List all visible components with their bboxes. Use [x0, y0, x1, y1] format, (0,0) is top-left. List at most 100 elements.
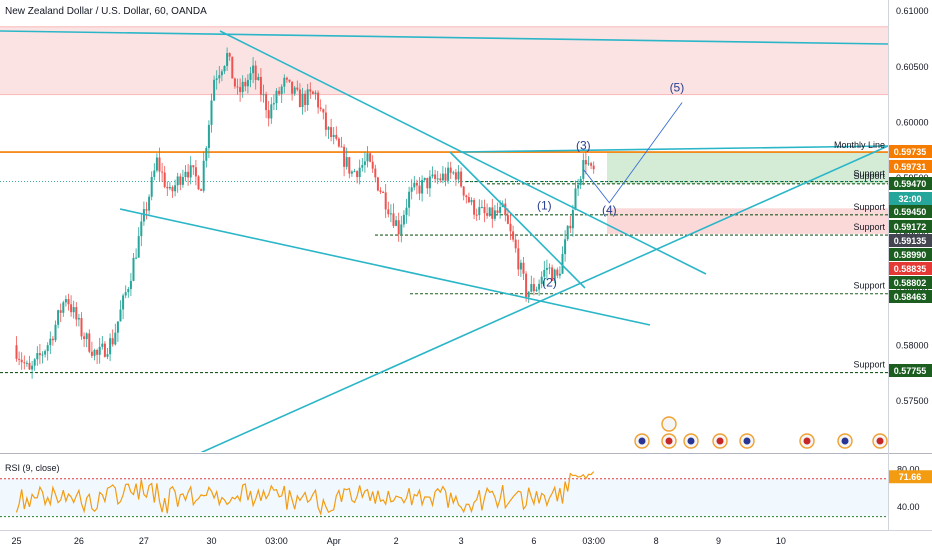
candle-body [384, 192, 387, 210]
candle-body [363, 161, 366, 166]
price-tag-value: 0.59470 [894, 179, 927, 189]
candle-body [228, 53, 231, 57]
candle-body [83, 336, 86, 340]
candle-body [272, 103, 275, 105]
candle-body [389, 213, 392, 215]
candle-body [530, 284, 533, 292]
time-tick-label: 9 [716, 536, 721, 546]
candle-body [493, 210, 496, 219]
candle-body [488, 207, 491, 216]
candle-body [265, 94, 268, 111]
candle-body [254, 65, 257, 81]
candle-body [571, 210, 574, 229]
candle-body [499, 207, 502, 213]
level-label: Support [853, 281, 885, 291]
wave-label: (5) [670, 80, 685, 94]
candle-body [369, 153, 372, 162]
countdown-value: 32:00 [898, 194, 921, 204]
price-tag-value: 0.58463 [894, 292, 927, 302]
candle-body [304, 93, 307, 106]
candle-body [577, 185, 580, 189]
candle-body [127, 288, 130, 293]
candle-body [202, 160, 205, 191]
candle-body [358, 167, 361, 178]
price-zones [0, 26, 888, 234]
wave-label: (2) [542, 275, 557, 289]
candle-body [267, 110, 270, 119]
candle-body [142, 209, 145, 222]
price-tag-value: 0.59735 [894, 147, 927, 157]
candle-body [350, 171, 353, 174]
candle-body [140, 221, 143, 237]
candle-body [262, 94, 265, 96]
candle-body [220, 71, 223, 76]
candle-body [556, 269, 559, 276]
candle-body [205, 147, 208, 161]
candle-body [215, 78, 218, 80]
candle-body [75, 307, 78, 320]
candle-body [514, 239, 517, 249]
price-tag [889, 248, 932, 261]
candle-body [171, 186, 174, 192]
price-tag-value: 0.57755 [894, 366, 927, 376]
level-label: Support [853, 171, 885, 181]
candle-body [109, 338, 112, 355]
candle-body [158, 157, 161, 172]
candle-body [194, 167, 197, 177]
candle-body [241, 81, 244, 93]
candle-body [132, 257, 135, 281]
candle-body [327, 127, 330, 130]
wave-projection [582, 102, 683, 204]
price-tick-label: 0.57500 [896, 396, 929, 406]
candle-body [168, 186, 171, 189]
candle-body [319, 107, 322, 110]
candle-body [439, 178, 442, 181]
candle-body [522, 262, 525, 274]
candle-body [569, 225, 572, 229]
candle-body [504, 203, 507, 216]
price-tag [889, 262, 932, 275]
candle-body [517, 248, 520, 270]
candle-body [166, 186, 169, 189]
candle-body [441, 173, 444, 181]
candle-body [579, 178, 582, 186]
flag-icon [716, 437, 724, 445]
time-tick-label: 03:00 [582, 536, 605, 546]
candle-body [335, 134, 338, 139]
candle-body [413, 182, 416, 188]
candle-body [452, 172, 455, 174]
candle-body [564, 239, 567, 254]
candle-body [223, 66, 226, 72]
candle-body [431, 174, 434, 177]
rsi-band [0, 478, 888, 517]
candle-body [80, 317, 83, 337]
candle-body [33, 359, 36, 366]
flag-icon [803, 437, 811, 445]
candle-body [119, 309, 122, 322]
candle-body [382, 191, 385, 193]
candle-body [496, 210, 499, 213]
candle-body [59, 310, 62, 313]
candle-body [275, 90, 278, 104]
candle-body [566, 225, 569, 240]
price-tick-label: 0.60500 [896, 62, 929, 72]
candle-body [161, 171, 164, 173]
rsi-label: RSI (9, close) [5, 463, 60, 473]
candle-body [70, 304, 73, 313]
candle-body [239, 87, 242, 93]
rsi-pane [0, 471, 888, 518]
candle-body [192, 165, 195, 168]
countdown-tag [889, 192, 932, 205]
candle-body [392, 213, 395, 226]
candlesticks [15, 47, 595, 379]
event-icon[interactable] [661, 416, 677, 432]
candle-body [444, 173, 447, 181]
candle-body [296, 87, 299, 90]
candle-body [236, 86, 239, 88]
price-tag [889, 220, 932, 233]
candle-body [543, 269, 546, 277]
time-tick-label: Apr [327, 536, 341, 546]
time-tick-label: 26 [74, 536, 84, 546]
trend-lines [0, 30, 888, 452]
